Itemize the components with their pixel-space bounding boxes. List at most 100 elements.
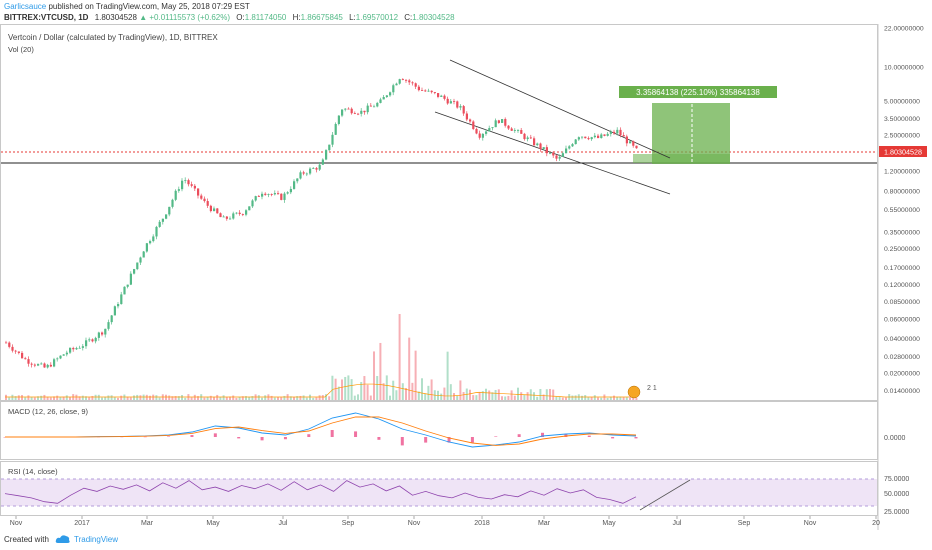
publish-line: Garlicsauce published on TradingView.com…: [4, 2, 250, 11]
volume-bar: [101, 397, 103, 400]
price-axis-tick: 10.00000000: [884, 64, 924, 71]
volume-bar: [555, 396, 558, 400]
macd-histogram-bar: [587, 435, 591, 437]
candle-down: [414, 83, 417, 87]
candle-down: [270, 194, 273, 195]
volume-bar: [613, 395, 615, 400]
candle-up: [286, 192, 289, 194]
candle-up: [142, 251, 145, 258]
candle-down: [401, 79, 404, 80]
volume-bar: [133, 395, 135, 400]
candle-up: [305, 173, 308, 175]
volume-bar: [523, 395, 526, 400]
volume-bar: [158, 397, 161, 400]
candle-up: [427, 90, 430, 92]
volume-bar: [533, 392, 535, 400]
price-axis-tick: 0.80000000: [884, 189, 920, 196]
price-axis-tick: 0.55000000: [884, 207, 920, 214]
candle-down: [203, 198, 206, 202]
candle-down: [190, 184, 193, 186]
volume-bar: [241, 396, 244, 400]
chart-svg[interactable]: 3.35864138 (225.10%) 335864138 22.000000…: [0, 24, 932, 530]
volume-bar: [485, 388, 487, 400]
macd-histogram-bar: [377, 437, 381, 440]
volume-bar: [65, 395, 68, 400]
volume-bar: [69, 397, 71, 400]
ohlc-line: BITTREX:VTCUSD, 1D 1.80304528 ▲ +0.01115…: [4, 13, 455, 22]
event-marker-icon[interactable]: [627, 385, 641, 399]
macd-histogram-bar: [330, 430, 334, 437]
candle-up: [382, 97, 385, 100]
time-axis-tick: Jul: [673, 520, 682, 527]
volume-bar: [424, 393, 427, 400]
macd-histogram-bar: [190, 435, 194, 437]
candle-down: [597, 135, 600, 138]
tradingview-cloud-icon[interactable]: [55, 534, 71, 544]
volume-bar: [584, 395, 587, 400]
volume-bar: [270, 395, 273, 400]
volume-bar: [497, 389, 500, 400]
volume-bar: [21, 395, 23, 400]
macd-title: MACD (12, 26, close, 9): [8, 407, 89, 416]
volume-bar: [289, 396, 292, 400]
tradingview-brand[interactable]: TradingView: [74, 535, 119, 544]
candle-up: [392, 85, 395, 93]
candle-up: [517, 130, 520, 131]
candle-up: [459, 106, 462, 108]
volume-bar: [299, 395, 302, 400]
volume-bar: [398, 314, 401, 400]
volume-bar: [501, 396, 503, 400]
candle-up: [609, 131, 612, 134]
candle-down: [456, 101, 459, 108]
volume-bar: [296, 396, 299, 400]
candle-down: [462, 106, 465, 114]
volume-bar: [542, 394, 545, 400]
candle-up: [107, 322, 110, 329]
candle-up: [549, 152, 552, 154]
volume-bar: [417, 391, 420, 400]
candle-down: [21, 352, 24, 359]
volume-bar: [449, 384, 452, 400]
chart-area[interactable]: 3.35864138 (225.10%) 335864138 22.000000…: [0, 24, 932, 530]
candle-up: [46, 364, 49, 368]
volume-bar: [347, 375, 350, 400]
volume-bar: [635, 397, 638, 400]
candle-up: [318, 164, 321, 170]
volume-bar: [94, 394, 97, 400]
candle-down: [446, 98, 449, 104]
candle-down: [472, 121, 475, 129]
time-axis: Nov 2017 Mar May Jul Sep Nov 2018 Mar May Jul Sep No…: [10, 516, 880, 527]
candle-down: [187, 180, 190, 185]
symbol-label[interactable]: BITTREX:VTCUSD, 1D: [4, 13, 89, 22]
rsi-tick-25: 25.0000: [884, 509, 909, 516]
author-link[interactable]: Garlicsauce: [4, 2, 47, 11]
candle-down: [257, 196, 260, 197]
volume-bar: [421, 378, 423, 400]
price-axis-tick: 5.00000000: [884, 98, 920, 105]
candle-up: [376, 102, 379, 107]
rsi-trend-line[interactable]: [639, 479, 691, 511]
price-axis-tick: 0.04000000: [884, 336, 920, 343]
volume-bar: [526, 392, 529, 400]
candle-down: [635, 145, 638, 149]
macd-histogram-bar: [611, 437, 615, 439]
candle-up: [168, 206, 171, 215]
volume-bar: [350, 379, 353, 400]
candle-up: [145, 243, 148, 252]
candle-down: [510, 128, 513, 131]
volume-bar: [238, 396, 241, 400]
candle-up: [129, 273, 132, 285]
price-axis-tick: 0.25000000: [884, 246, 920, 253]
candle-down: [91, 339, 94, 342]
macd-histogram-bar: [237, 437, 241, 439]
volume-bar: [459, 380, 462, 400]
volume-bar: [593, 395, 596, 400]
volume-bar: [609, 396, 612, 400]
candle-up: [232, 213, 235, 219]
candle-down: [17, 351, 20, 353]
volume-bar: [478, 391, 481, 400]
macd-pane: [0, 401, 878, 460]
volume-bar: [177, 396, 180, 400]
candle-up: [600, 134, 603, 138]
candle-down: [417, 86, 420, 91]
